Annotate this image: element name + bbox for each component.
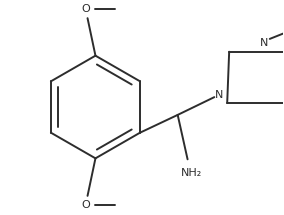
Text: N: N [215, 90, 224, 100]
Text: O: O [81, 4, 90, 14]
Text: N: N [260, 38, 268, 48]
Text: O: O [81, 200, 90, 210]
Text: NH₂: NH₂ [181, 168, 202, 178]
